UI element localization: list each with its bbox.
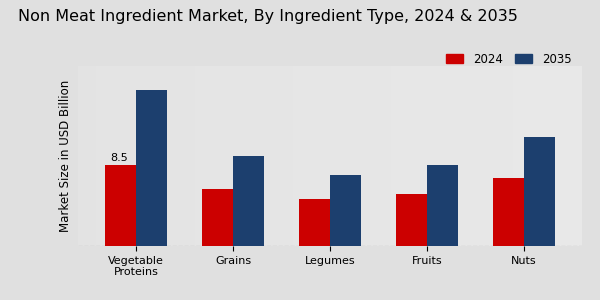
Legend: 2024, 2035: 2024, 2035 [441,48,576,70]
Y-axis label: Market Size in USD Billion: Market Size in USD Billion [59,80,73,232]
Bar [105,166,136,246]
Bar [233,156,264,246]
Bar [524,137,555,246]
Bar [299,199,330,246]
Text: 8.5: 8.5 [110,153,128,163]
Bar [493,178,524,246]
Bar [136,90,167,246]
Bar [396,194,427,246]
Bar [330,175,361,246]
Bar [427,166,458,246]
Bar [202,189,233,246]
Text: Non Meat Ingredient Market, By Ingredient Type, 2024 & 2035: Non Meat Ingredient Market, By Ingredien… [18,9,518,24]
